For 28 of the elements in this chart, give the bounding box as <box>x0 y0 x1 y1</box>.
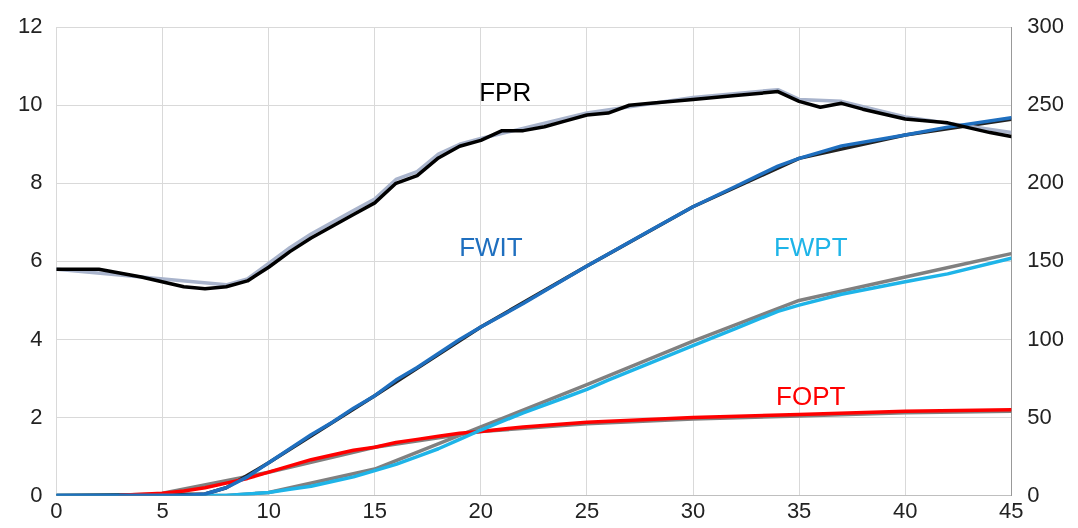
y-tick-label: 12 <box>17 13 43 39</box>
y2-tick-label: 50 <box>1027 403 1052 429</box>
x-tick-label: 30 <box>680 497 706 523</box>
series-label: FWPT <box>773 231 848 262</box>
y-tick-label: 10 <box>17 91 43 117</box>
x-tick-label: 25 <box>574 497 600 523</box>
x-tick-label: 5 <box>156 497 169 523</box>
y-tick-label: 4 <box>30 325 43 351</box>
series-label: FPR <box>479 77 532 107</box>
x-tick-label: 10 <box>256 497 281 523</box>
y2-tick-label: 0 <box>1027 481 1040 507</box>
y2-tick-label: 100 <box>1027 325 1065 351</box>
y-tick-label: 2 <box>30 403 43 429</box>
y2-tick-label: 200 <box>1027 169 1065 195</box>
x-tick-label: 40 <box>892 497 918 523</box>
y2-tick-label: 300 <box>1027 13 1065 39</box>
x-tick-label: 45 <box>999 497 1024 523</box>
x-tick-label: 20 <box>468 497 494 523</box>
y-tick-label: 8 <box>30 169 43 195</box>
y2-tick-label: 250 <box>1027 91 1065 117</box>
y-tick-label: 0 <box>30 481 43 507</box>
x-tick-label: 0 <box>50 497 63 523</box>
x-tick-label: 35 <box>786 497 812 523</box>
series-label: FWIT <box>459 231 523 262</box>
y-tick-label: 6 <box>30 247 43 273</box>
y2-tick-label: 150 <box>1027 247 1065 273</box>
series-label: FOPT <box>776 381 846 412</box>
x-tick-label: 15 <box>362 497 387 523</box>
